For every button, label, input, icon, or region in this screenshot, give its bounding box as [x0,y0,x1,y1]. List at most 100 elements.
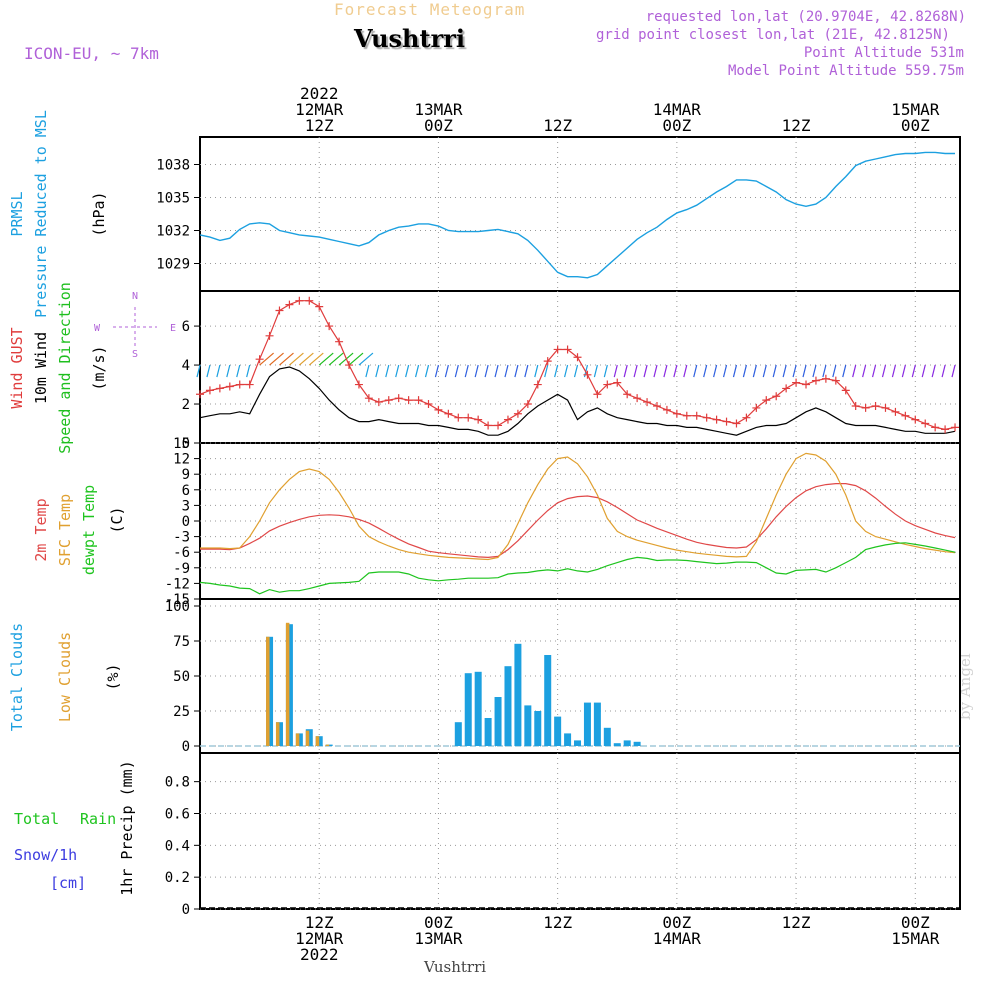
footer-location: Vushtrri [424,958,487,976]
wind-gust-marker [941,425,950,434]
wind-gust-marker [225,382,234,391]
total-clouds-bar [583,702,591,746]
wind-direction-arrow [563,364,569,378]
wind-gust-marker [345,361,354,370]
wind-direction-arrow [852,364,857,378]
low-clouds-bar [295,733,300,746]
temp-2m-label: 2m Temp [32,498,50,561]
temperature-ytick-label: 9 [182,467,190,483]
wind-gust-marker [742,413,751,422]
precip-unit: 1hr Precip (mm) [118,760,136,895]
wind-gust-marker [871,401,880,410]
total-clouds-bar [633,741,641,746]
wind-ytick-label: 2 [182,397,190,413]
total-clouds-bar [484,718,492,746]
pressure-ytick-label: 1032 [156,224,190,240]
wind-gust-marker [394,394,403,403]
wind-direction-arrow [732,364,738,378]
low-clouds-bar [305,730,310,746]
wind-gust-marker [921,419,930,428]
temperature-ytick-label: -9 [173,561,190,577]
total-clouds-bar [464,673,472,746]
temp-2m-line [200,483,956,559]
wind-gust-marker [503,415,512,424]
wind-gust-marker [275,306,284,315]
bottom-time-label: 12Z [543,913,572,932]
wind-direction-arrow [318,352,334,366]
bottom-time-label: 12Z [782,913,811,932]
low-clouds-label: Low Clouds [56,632,74,722]
top-time-label: 12Z [782,116,811,135]
precip-ytick-label: 0.8 [165,775,190,791]
bottom-time-label: 00Z [662,913,691,932]
dewpoint-label: dewpt Temp [80,485,98,575]
wind-gust-marker [802,380,811,389]
wind-speed-line [199,366,956,436]
wind-speed-label: 10m Wind [32,332,50,404]
total-clouds-bar [623,740,631,746]
wind-direction-arrow [911,364,916,378]
precip-ytick-label: 0.2 [165,870,190,886]
wind-direction-arrow [524,364,529,378]
wind-gust-marker [732,419,741,428]
wind-gust-marker [235,380,244,389]
wind-gust-marker [285,300,294,309]
wind-gust-marker [811,376,820,385]
total-clouds-bar [564,733,572,746]
compass-e: E [170,323,176,334]
requested-coords: requested lon,lat (20.9704E, 42.8268N) [645,9,966,25]
pressure-ytick-label: 1035 [156,191,190,207]
compass-w: W [94,323,101,334]
wind-direction-arrow [279,352,294,366]
wind-direction-arrow [464,364,469,378]
wind-direction-arrow [308,352,324,366]
wind-gust-marker [593,390,602,399]
wind-direction-arrow [832,364,837,378]
bottom-time-label: 12MAR [295,929,344,948]
wind-gust-marker [772,392,781,401]
wind-gust-marker [424,400,433,409]
wind-direction-arrow [703,364,708,378]
wind-gust-marker [454,413,463,422]
temperature-ytick-label: 12 [173,452,190,468]
wind-direction-arrow [424,364,430,378]
point-altitude: Point Altitude 531m [803,45,964,61]
total-clouds-bar [474,671,482,746]
wind-direction-arrow [444,364,449,378]
wind-gust-marker [752,403,761,412]
wind-direction-arrow [901,364,906,378]
wind-gust-marker [335,337,344,346]
wind-unit: (m/s) [90,345,108,390]
wind-direction-arrow [653,364,658,378]
low-clouds-bar [266,636,270,746]
wind-direction-arrow [643,364,648,378]
precip-ytick-label: 0.4 [165,838,190,854]
wind-ytick-label: 6 [182,319,190,335]
total-clouds-bar [514,643,522,746]
compass-s: S [132,349,138,360]
wind-direction-arrow [494,364,499,378]
wind-gust-marker [851,401,860,410]
wind-gust-marker [354,380,363,389]
total-clouds-bar [613,743,621,746]
wind-gust-marker [633,394,642,403]
wind-gust-marker [662,405,671,414]
wind-direction-arrow [812,364,817,378]
top-time-label: 12MAR [295,100,344,119]
precip-snow-label: Snow/1h [14,846,77,864]
total-clouds-bar [603,727,611,746]
wind-gust-marker [672,409,681,418]
model-point-altitude: Model Point Altitude 559.75m [727,63,964,79]
total-clouds-bar [494,697,502,746]
wind-gust-marker [782,384,791,393]
wind-gust-marker [205,386,214,395]
wind-gust-marker [831,376,840,385]
total-clouds-label: Total Clouds [8,623,26,731]
wind-direction-arrow [822,364,827,378]
wind-direction-arrow [395,364,400,378]
wind-gust-marker [951,423,960,432]
wind-direction-arrow [792,364,797,378]
temp-sfc-line [200,452,956,561]
wind-gust-marker [603,380,612,389]
bottom-time-label: 15MAR [891,929,940,948]
